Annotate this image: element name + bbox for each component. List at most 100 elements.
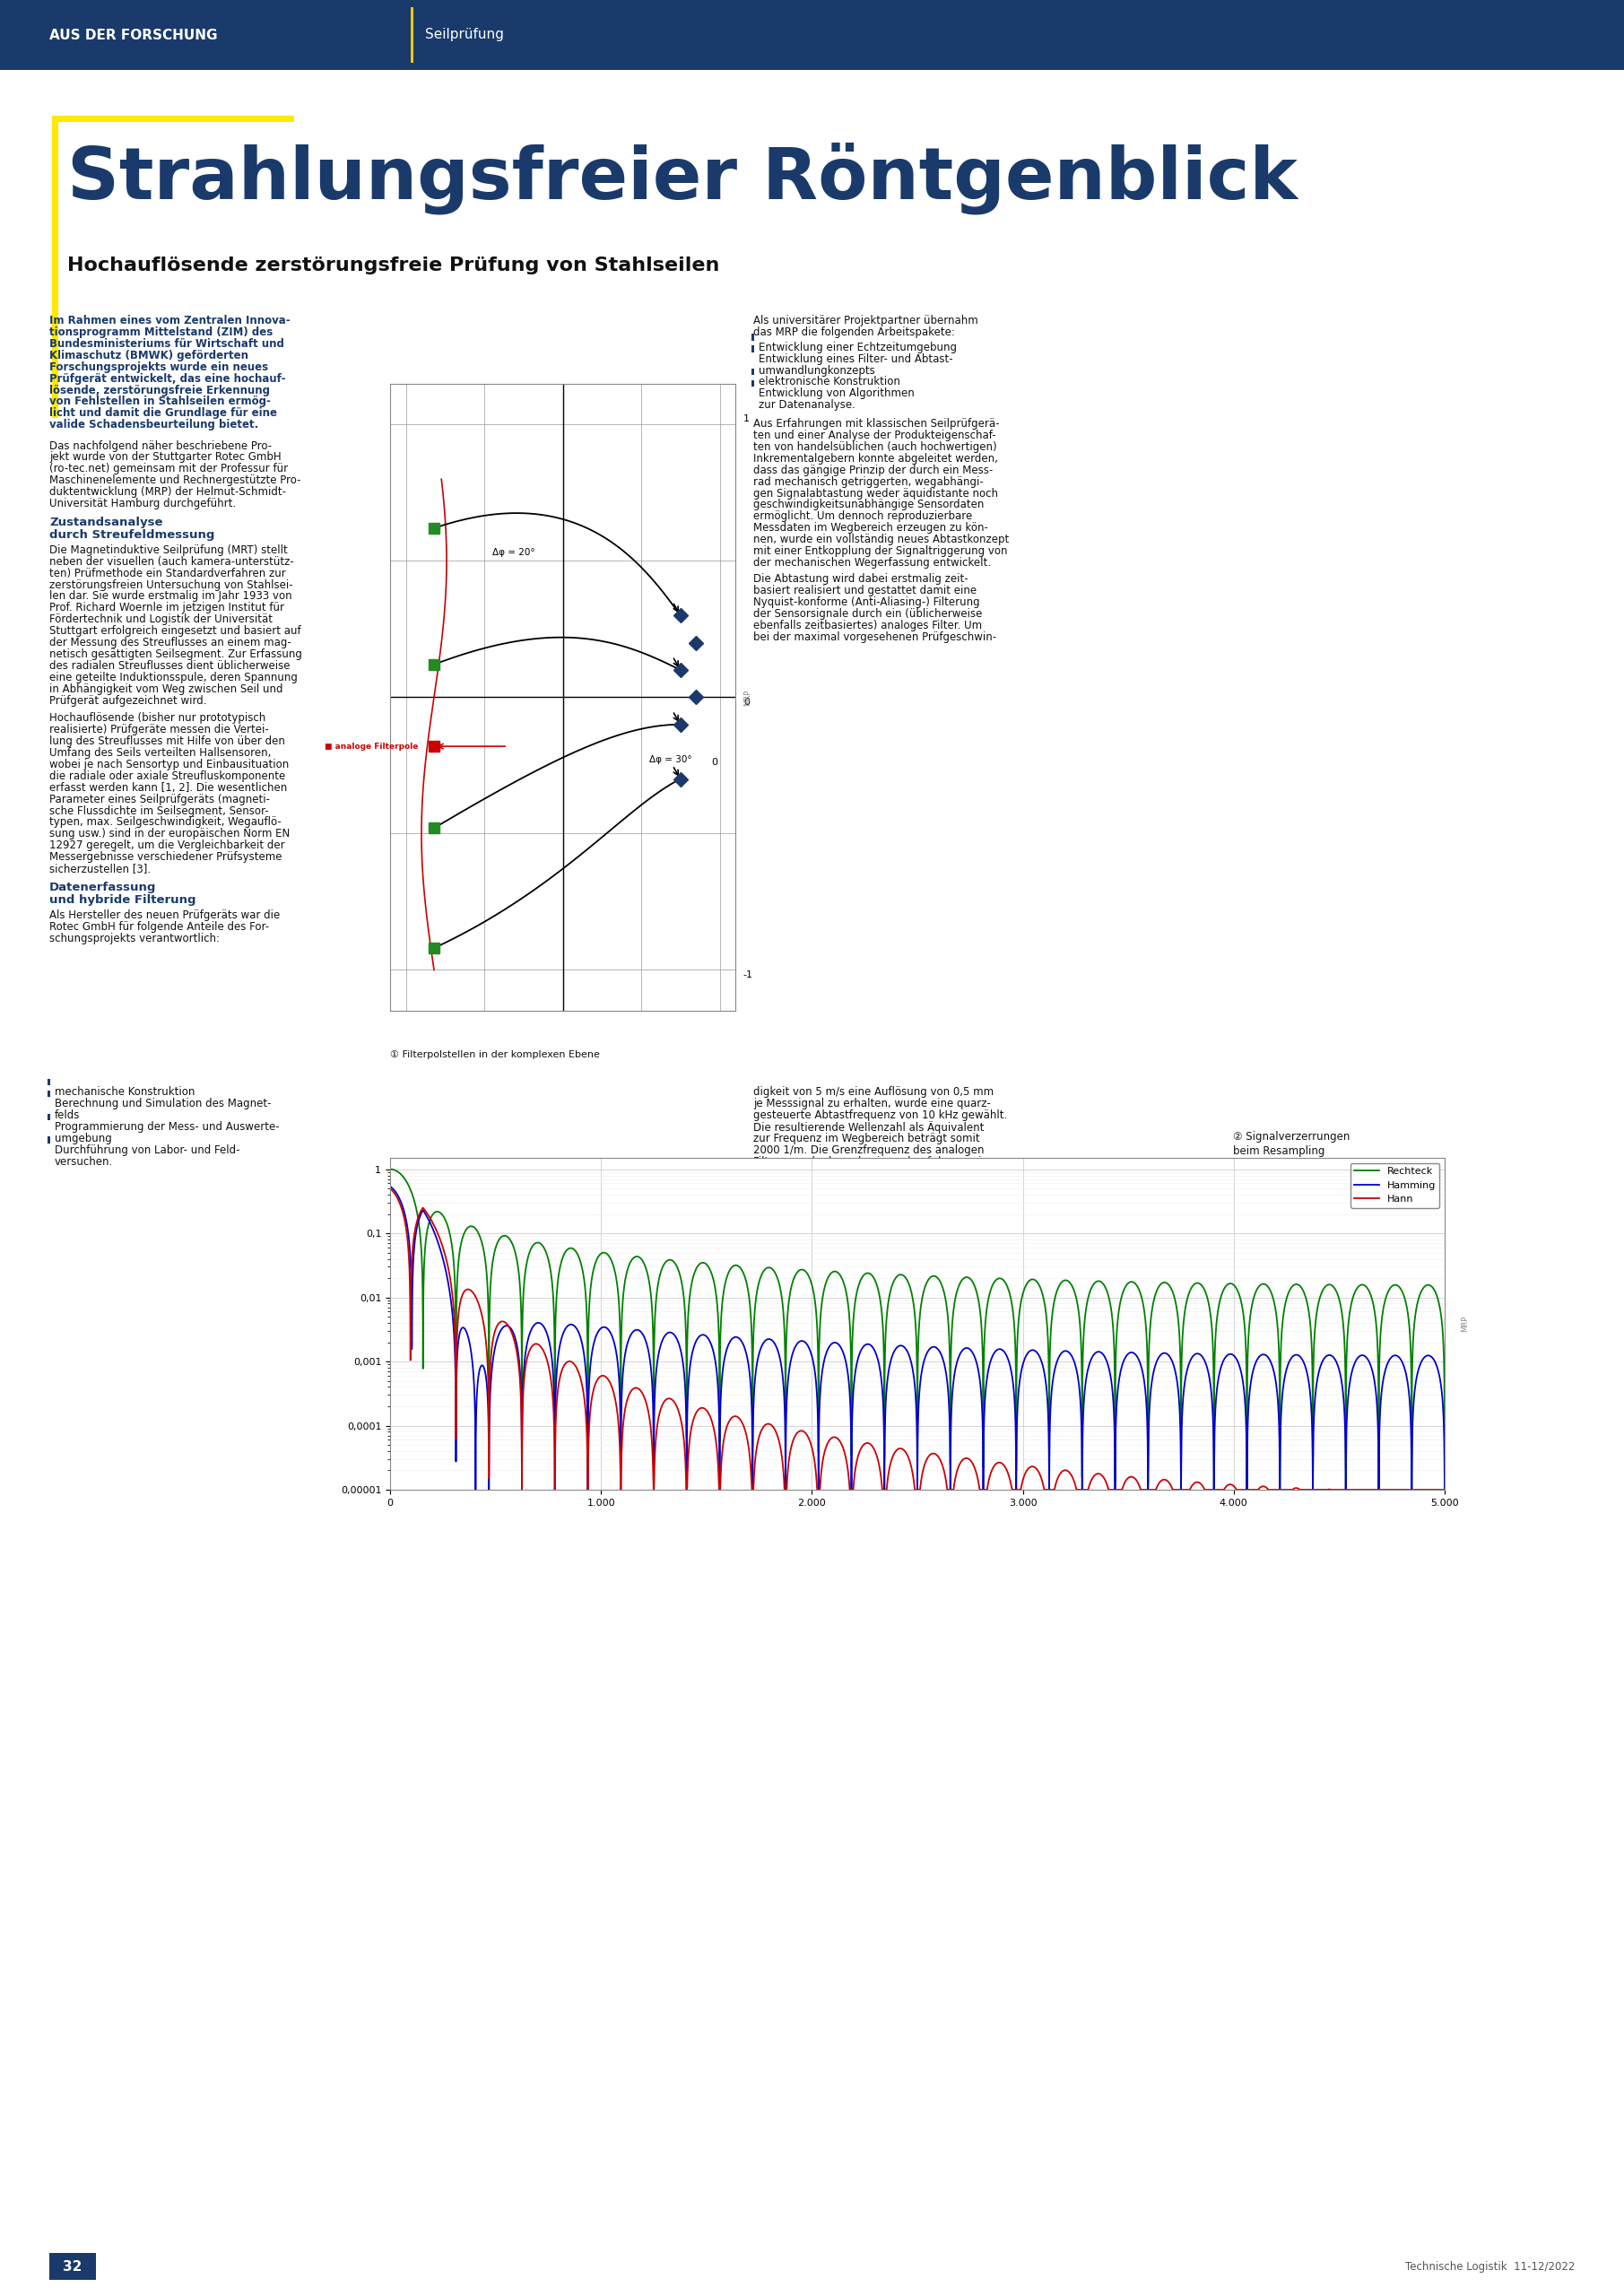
Text: Δφ = 20°: Δφ = 20° (492, 549, 534, 558)
Text: Die Abtastung wird dabei erstmalig zeit-: Die Abtastung wird dabei erstmalig zeit- (754, 574, 968, 585)
Text: realisierte) Prüfgeräte messen die Vertei-: realisierte) Prüfgeräte messen die Verte… (49, 723, 270, 735)
Text: Datenerfassung: Datenerfassung (49, 882, 156, 893)
Hann (1005, 1476, 1025, 1504)
Text: ② Signalverzerrungen: ② Signalverzerrungen (1233, 1132, 1350, 1143)
Text: Stuttgart erfolgreich eingesetzt und basiert auf: Stuttgart erfolgreich eingesetzt und bas… (49, 625, 300, 636)
Hamming (434, 1247, 453, 1274)
Text: erfasst werden kann [1, 2]. Die wesentlichen: erfasst werden kann [1, 2]. Die wesentli… (49, 781, 287, 794)
Text: Maschinenelemente und Rechnergestützte Pro-: Maschinenelemente und Rechnergestützte P… (49, 475, 300, 487)
Text: jekt wurde von der Stuttgarter Rotec GmbH: jekt wurde von der Stuttgarter Rotec Gmb… (49, 452, 281, 464)
Hamming (466, 1476, 486, 1504)
Text: typen, max. Seilgeschwindigkeit, Wegauflö-: typen, max. Seilgeschwindigkeit, Wegaufl… (49, 817, 281, 829)
Text: tionsprogramm Mittelstand (ZIM) des: tionsprogramm Mittelstand (ZIM) des (49, 326, 273, 338)
Text: Parameter eines Seilprüfgeräts (magneti-: Parameter eines Seilprüfgeräts (magneti- (49, 794, 270, 806)
Bar (47, 1079, 50, 1086)
Legend: Rechteck, Hamming, Hann: Rechteck, Hamming, Hann (1350, 1162, 1439, 1208)
Hann (1436, 1476, 1455, 1504)
Text: umgebung: umgebung (55, 1132, 112, 1143)
Text: Aus Erfahrungen mit klassischen Seilprüfgerä-: Aus Erfahrungen mit klassischen Seilprüf… (754, 418, 999, 429)
Text: Hochauflösende (bisher nur prototypisch: Hochauflösende (bisher nur prototypisch (49, 712, 266, 723)
Text: Als universitärer Projektpartner übernahm: Als universitärer Projektpartner übernah… (754, 315, 978, 326)
Hann (1051, 1460, 1070, 1488)
Text: Die Magnetinduktive Seilprüfung (MRT) stellt: Die Magnetinduktive Seilprüfung (MRT) st… (49, 544, 287, 556)
Hamming (1005, 1382, 1025, 1410)
Text: Die resultierende Wellenzahl als Äquivalent: Die resultierende Wellenzahl als Äquival… (754, 1120, 984, 1134)
Hamming (380, 1173, 400, 1201)
Hann (434, 1235, 453, 1263)
Text: Umfang des Seils verteilten Hallsensoren,: Umfang des Seils verteilten Hallsensoren… (49, 746, 271, 758)
Rechteck (1205, 1476, 1224, 1504)
Text: Bundesministeriums für Wirtschaft und: Bundesministeriums für Wirtschaft und (49, 338, 284, 349)
Text: lung des Streuflusses mit Hilfe von über den: lung des Streuflusses mit Hilfe von über… (49, 735, 286, 746)
Rechteck (1436, 1476, 1455, 1504)
Text: zur Datenanalyse.: zur Datenanalyse. (758, 400, 856, 411)
Hamming (1218, 1341, 1237, 1368)
Bar (752, 370, 754, 374)
Text: Entwicklung einer Echtzeitumgebung: Entwicklung einer Echtzeitumgebung (758, 342, 957, 354)
Text: neben der visuellen (auch kamera-unterstütz-: neben der visuellen (auch kamera-unterst… (49, 556, 294, 567)
Hann (1163, 1474, 1182, 1502)
Bar (752, 381, 754, 388)
Text: Hochauflösende zerstörungsfreie Prüfung von Stahlseilen: Hochauflösende zerstörungsfreie Prüfung … (67, 257, 719, 276)
Bar (47, 1114, 50, 1120)
Text: ① Filterpolstellen in der komplexen Ebene: ① Filterpolstellen in der komplexen Eben… (390, 1049, 599, 1058)
Text: geschwindigkeitsunabhängige Sensordaten: geschwindigkeitsunabhängige Sensordaten (754, 498, 984, 510)
Text: MRP: MRP (1460, 1316, 1468, 1332)
Bar (52, 122, 58, 418)
Text: 2000 1/m. Die Grenzfrequenz des analogen: 2000 1/m. Die Grenzfrequenz des analogen (754, 1143, 984, 1155)
Text: mechanische Konstruktion: mechanische Konstruktion (55, 1086, 195, 1097)
Text: Messdaten im Wegbereich erzeugen zu kön-: Messdaten im Wegbereich erzeugen zu kön- (754, 521, 987, 535)
Text: Zustandsanalyse: Zustandsanalyse (49, 517, 162, 528)
Text: bei der maximal vorgesehenen Prüfgeschwin-: bei der maximal vorgesehenen Prüfgeschwi… (754, 631, 997, 643)
Text: in Abhängigkeit vom Weg zwischen Seil und: in Abhängigkeit vom Weg zwischen Seil un… (49, 684, 283, 696)
Bar (752, 347, 754, 351)
Text: Δφ = 30°: Δφ = 30° (650, 755, 692, 765)
Text: Berechnung und Simulation des Magnet-: Berechnung und Simulation des Magnet- (55, 1097, 271, 1109)
Text: 0: 0 (744, 698, 749, 707)
Hann (380, 1176, 400, 1203)
Text: 1: 1 (744, 416, 749, 422)
Line: Hamming: Hamming (390, 1187, 1445, 1490)
Text: duktentwicklung (MRP) der Helmut-Schmidt-: duktentwicklung (MRP) der Helmut-Schmidt… (49, 487, 286, 498)
Text: Im Rahmen eines vom Zentralen Innova-: Im Rahmen eines vom Zentralen Innova- (49, 315, 291, 326)
Text: umwandlungkonzepts: umwandlungkonzepts (758, 365, 875, 377)
Text: versuchen.: versuchen. (55, 1155, 114, 1166)
Text: Forschungsprojekts wurde ein neues: Forschungsprojekts wurde ein neues (49, 360, 268, 372)
Text: elektronische Konstruktion: elektronische Konstruktion (758, 377, 900, 388)
Bar (47, 1091, 50, 1097)
Rechteck (380, 1155, 400, 1182)
Rechteck (1004, 1309, 1023, 1336)
Text: lösende, zerstörungsfreie Erkennung: lösende, zerstörungsfreie Erkennung (49, 383, 270, 395)
Text: durch Streufeldmessung: durch Streufeldmessung (49, 528, 214, 542)
Text: Durchführung von Labor- und Feld-: Durchführung von Labor- und Feld- (55, 1143, 240, 1155)
Text: Seilprüfung: Seilprüfung (425, 28, 503, 41)
Text: digkeit von 5 m/s eine Auflösung von 0,5 mm: digkeit von 5 m/s eine Auflösung von 0,5… (754, 1086, 994, 1097)
Text: ebenfalls zeitbasiertes) analoges Filter. Um: ebenfalls zeitbasiertes) analoges Filter… (754, 620, 983, 631)
Text: Das nachfolgend näher beschriebene Pro-: Das nachfolgend näher beschriebene Pro- (49, 441, 271, 452)
Text: MRP: MRP (744, 689, 752, 705)
Text: Universität Hamburg durchgeführt.: Universität Hamburg durchgeführt. (49, 498, 235, 510)
Text: die radiale oder axiale Streufluskomponente: die radiale oder axiale Streufluskompone… (49, 769, 286, 783)
Text: der mechanischen Wegerfassung entwickelt.: der mechanischen Wegerfassung entwickelt… (754, 558, 991, 569)
Text: ■ analoge Filterpole: ■ analoge Filterpole (325, 742, 419, 751)
Text: sche Flussdichte im Seilsegment, Sensor-: sche Flussdichte im Seilsegment, Sensor- (49, 806, 268, 817)
Text: gesteuerte Abtastfrequenz von 10 kHz gewählt.: gesteuerte Abtastfrequenz von 10 kHz gew… (754, 1109, 1007, 1120)
Text: des radialen Streuflusses dient üblicherweise: des radialen Streuflusses dient üblicher… (49, 661, 291, 673)
Rechteck (1163, 1277, 1182, 1304)
Hamming (762, 1327, 781, 1355)
Text: 0: 0 (711, 758, 718, 767)
Rechteck (762, 1256, 781, 1283)
Text: ermöglicht. Um dennoch reproduzierbare: ermöglicht. Um dennoch reproduzierbare (754, 510, 973, 521)
Text: Inkrementalgebern konnte abgeleitet werden,: Inkrementalgebern konnte abgeleitet werd… (754, 452, 999, 464)
Text: wobei je nach Sensortyp und Einbausituation: wobei je nach Sensortyp und Einbausituat… (49, 758, 289, 769)
Text: je Messsignal zu erhalten, wurde eine quarz-: je Messsignal zu erhalten, wurde eine qu… (754, 1097, 991, 1109)
Text: (ro-tec.net) gemeinsam mit der Professur für: (ro-tec.net) gemeinsam mit der Professur… (49, 464, 287, 475)
Text: -1: -1 (744, 971, 754, 980)
Text: das MRP die folgenden Arbeitspakete:: das MRP die folgenden Arbeitspakete: (754, 326, 955, 338)
Text: AUS DER FORSCHUNG: AUS DER FORSCHUNG (49, 28, 218, 41)
Hamming (1436, 1476, 1455, 1504)
Text: eine geteilte Induktionsspule, deren Spannung: eine geteilte Induktionsspule, deren Spa… (49, 673, 297, 684)
Text: ten und einer Analyse der Produkteigenschaf-: ten und einer Analyse der Produkteigensc… (754, 429, 996, 441)
Text: valide Schadensbeurteilung bietet.: valide Schadensbeurteilung bietet. (49, 420, 258, 432)
Text: und hybride Filterung: und hybride Filterung (49, 893, 197, 907)
